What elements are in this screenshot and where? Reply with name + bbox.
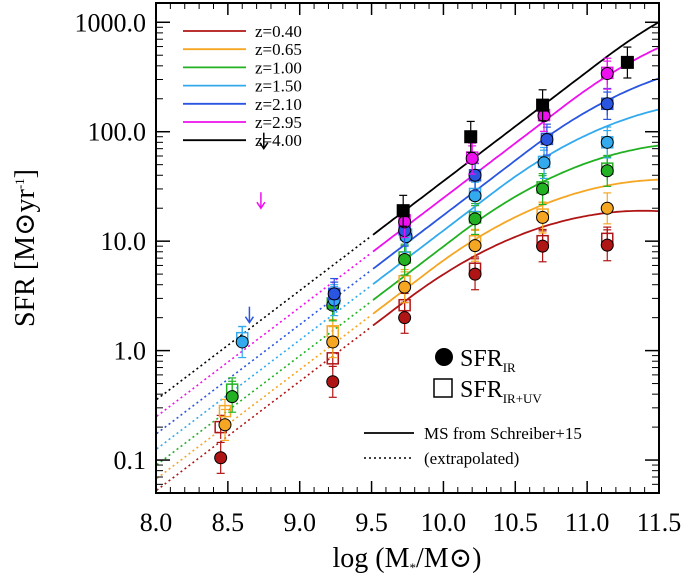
ir-point <box>235 335 249 349</box>
legend-ir-symbol <box>435 348 453 366</box>
y-tick-label: 1000.0 <box>75 8 147 37</box>
ir-point <box>600 97 614 111</box>
ir-point <box>464 130 478 144</box>
x-tick-label: 9.0 <box>283 508 316 537</box>
ms-line <box>372 46 659 253</box>
ir-point <box>218 418 232 432</box>
ir-point <box>326 335 340 349</box>
ir-point <box>398 252 412 266</box>
ms-line <box>372 108 659 285</box>
ir-point <box>600 164 614 178</box>
ir-point <box>536 239 550 253</box>
x-tick-label: 10.0 <box>421 508 467 537</box>
legend-label: z=4.00 <box>255 131 302 150</box>
ir-point <box>468 189 482 203</box>
ir-point <box>468 267 482 281</box>
x-tick-label: 11.0 <box>565 508 610 537</box>
y-tick-label: 1.0 <box>114 337 147 366</box>
legend-label: z=1.50 <box>255 77 302 96</box>
ir-point <box>540 132 554 146</box>
x-tick-label: 10.5 <box>493 508 539 537</box>
x-axis-title: log (M*/M⊙) <box>333 543 482 575</box>
ms-line-extrapolated <box>156 252 373 418</box>
x-tick-label: 9.5 <box>355 508 388 537</box>
ir-point <box>536 182 550 196</box>
y-tick-label: 10.0 <box>101 227 147 256</box>
legend-label: z=0.65 <box>255 40 302 59</box>
ir-point <box>536 98 550 112</box>
legend-extrap-label: (extrapolated) <box>424 449 519 468</box>
ms-line-extrapolated <box>156 269 373 436</box>
ir-point <box>396 204 410 218</box>
data-points <box>214 46 634 474</box>
ir-point <box>398 280 412 294</box>
upper-limit-arrowhead <box>256 201 266 210</box>
upper-limit-arrowhead <box>259 142 269 151</box>
ir-point <box>600 201 614 215</box>
legend-label: z=1.00 <box>255 58 302 77</box>
ir-point <box>465 151 479 165</box>
ir-point <box>600 238 614 252</box>
ir-point <box>537 156 551 170</box>
ir-point <box>600 135 614 149</box>
x-tick-label: 8.0 <box>140 508 173 537</box>
legend: z=0.40z=0.65z=1.00z=1.50z=2.10z=2.95z=4.… <box>183 22 302 150</box>
ms-line-extrapolated <box>156 235 373 402</box>
ir-point <box>214 451 228 465</box>
legend-label: z=0.40 <box>255 22 302 41</box>
ir-point <box>600 67 614 81</box>
axis-ticks: 8.0 8.5 9.0 9.5 10.0 10.5 11.0 11.5 0.1 1.0 10.0 10… <box>75 3 682 537</box>
legend-iruv-label: SFRIR+UV <box>460 377 542 406</box>
symbol-legend: SFRIR SFRIR+UV MS from Schreiber+15 (ext… <box>364 346 582 468</box>
ms-line-extrapolated <box>156 300 373 467</box>
legend-ms-label: MS from Schreiber+15 <box>424 424 582 443</box>
y-tick-label: 0.1 <box>114 446 147 475</box>
legend-iruv-symbol <box>433 378 453 398</box>
ir-point <box>536 210 550 224</box>
ms-line-extrapolated <box>156 314 373 481</box>
plot-frame <box>155 2 660 494</box>
legend-label: z=2.95 <box>255 113 302 132</box>
y-tick-label: 100.0 <box>88 118 147 147</box>
upper-limit-arrowhead <box>244 316 255 325</box>
ir-point <box>326 375 340 389</box>
ir-point <box>225 390 239 404</box>
legend-label: z=2.10 <box>255 95 302 114</box>
ms-line <box>372 178 659 315</box>
ms-line <box>372 144 659 301</box>
x-tick-label: 8.5 <box>212 508 245 537</box>
ms-lines <box>156 20 659 492</box>
ir-point <box>620 55 634 69</box>
ir-point <box>327 287 341 301</box>
ir-point <box>398 311 412 325</box>
x-tick-label: 11.5 <box>637 508 682 537</box>
ir-point <box>468 212 482 226</box>
ms-line-extrapolated <box>156 325 373 492</box>
legend-ir-label: SFRIR <box>460 346 516 375</box>
ir-point <box>468 239 482 253</box>
ms-line <box>372 77 659 270</box>
y-axis-title: SFR [M⊙yr-1] <box>10 169 41 327</box>
ms-line <box>372 209 659 327</box>
ms-line <box>372 20 659 236</box>
ir-point <box>468 168 482 182</box>
ms-line-extrapolated <box>156 284 373 451</box>
